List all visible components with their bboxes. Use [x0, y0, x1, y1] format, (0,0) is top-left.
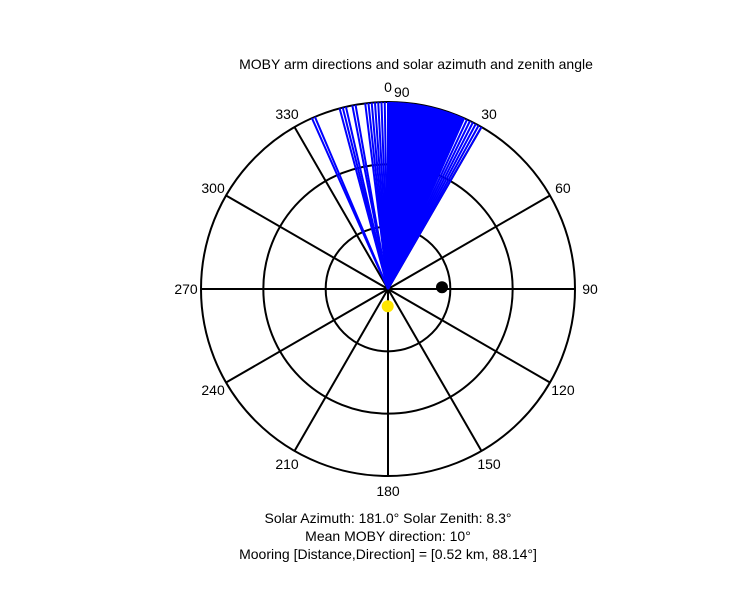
angle-tick-label: 120 [551, 382, 575, 398]
angle-tick-label: 300 [201, 180, 225, 196]
info-footer: Solar Azimuth: 181.0° Solar Zenith: 8.3°… [0, 509, 750, 563]
angle-tick-label: 330 [275, 106, 299, 122]
angle-tick-label: 60 [555, 180, 571, 196]
angle-tick-label: 150 [477, 456, 501, 472]
angle-tick-label: 90 [582, 281, 598, 297]
arm-direction-line [344, 106, 389, 290]
radial-tick-label: 90 [394, 84, 410, 100]
angle-tick-label: 0 [384, 79, 392, 95]
mooring-info-text: Mooring [Distance,Direction] = [0.52 km,… [239, 546, 537, 562]
angle-tick-label: 180 [376, 483, 400, 499]
angle-tick-label: 240 [201, 382, 225, 398]
solar-info-text: Solar Azimuth: 181.0° Solar Zenith: 8.3° [264, 510, 512, 526]
angle-tick-label: 270 [174, 281, 198, 297]
arm-direction-line [387, 126, 483, 290]
angle-tick-label: 210 [275, 456, 299, 472]
arm-direction-line [354, 104, 389, 290]
mean-direction-text: Mean MOBY direction: 10° [305, 528, 471, 544]
sun-marker [381, 300, 394, 313]
angle-tick-label: 30 [481, 106, 497, 122]
arm-direction-line [314, 116, 389, 290]
chart-title: MOBY arm directions and solar azimuth an… [239, 56, 593, 72]
mooring-marker [435, 281, 448, 294]
